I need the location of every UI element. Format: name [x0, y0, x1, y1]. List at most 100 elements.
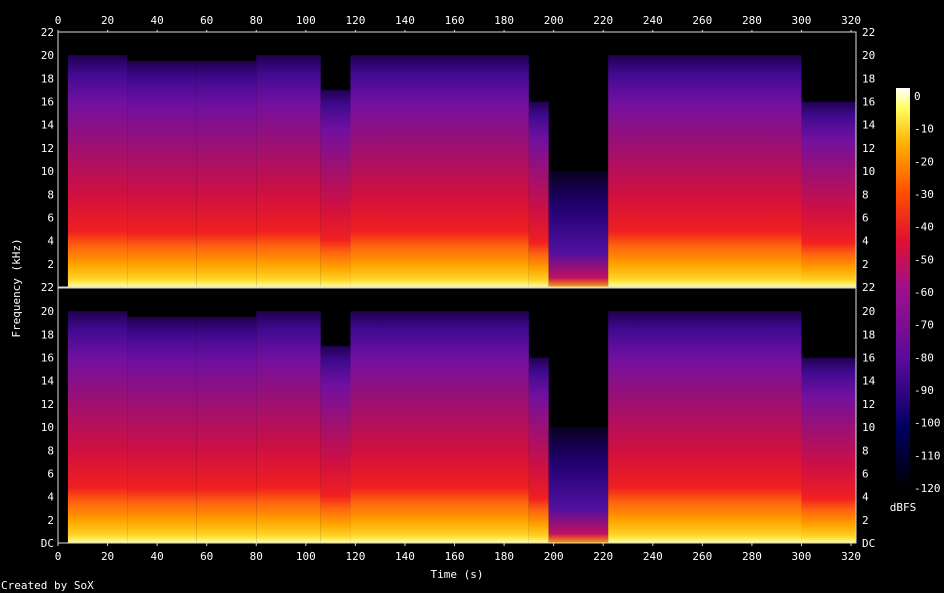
- x-tick-top-4: 80: [250, 14, 263, 27]
- spectrogram-segment-ch1-1: [127, 60, 197, 288]
- colorbar-tick-5: -50: [914, 253, 934, 266]
- y-tick-left-ch2-10: 20: [41, 305, 54, 318]
- y-tick-left-ch1-2: 4: [47, 235, 54, 248]
- y-tick-right-boundary: 22: [862, 281, 875, 294]
- x-tick-bottom-8: 160: [445, 550, 465, 563]
- y-tick-right-ch1-1: 2: [862, 258, 869, 271]
- plot-frames: [57, 31, 857, 544]
- colorbar-tick-6: -60: [914, 286, 934, 299]
- y-tick-right-ch2-7: 14: [862, 375, 876, 388]
- x-tick-bottom-10: 200: [544, 550, 564, 563]
- x-tick-top-12: 240: [643, 14, 663, 27]
- y-tick-right-ch2-0: DC: [862, 537, 875, 550]
- colorbar-tick-0: 0: [914, 90, 921, 103]
- x-tick-top-7: 140: [395, 14, 415, 27]
- spectrogram-segment-ch2-5: [350, 311, 529, 543]
- x-tick-top-15: 300: [792, 14, 812, 27]
- x-tick-top-11: 220: [593, 14, 613, 27]
- y-tick-left-ch2-0: DC: [41, 537, 54, 550]
- spectrogram-segment-ch1-4: [320, 89, 351, 287]
- x-tick-top-1: 20: [101, 14, 114, 27]
- spectrogram-segment-ch1-9: [801, 101, 856, 287]
- y-tick-left-ch2-4: 8: [47, 444, 54, 457]
- x-tick-bottom-12: 240: [643, 550, 663, 563]
- y-tick-left-ch1-10: 20: [41, 49, 54, 62]
- colorbar-tick-9: -90: [914, 384, 934, 397]
- plot-frame-ch2: [57, 287, 857, 544]
- spectrogram-segment-ch1-7: [548, 171, 609, 287]
- spectrogram-segment-ch1-6: [528, 101, 549, 287]
- colorbar-tick-10: -100: [914, 417, 941, 430]
- y-tick-right-ch2-2: 4: [862, 491, 869, 504]
- spectrogram-segment-ch1-5: [350, 55, 529, 287]
- y-tick-left-ch1-4: 8: [47, 188, 54, 201]
- created-by-label: Created by SoX: [1, 579, 94, 592]
- y-tick-right-ch1-5: 10: [862, 165, 875, 178]
- x-tick-bottom-6: 120: [345, 550, 365, 563]
- y-tick-left-ch2-9: 18: [41, 328, 54, 341]
- spectrogram-segment-ch2-9: [801, 357, 856, 543]
- y-tick-right-ch1-4: 8: [862, 188, 869, 201]
- y-tick-right-ch2-6: 12: [862, 398, 875, 411]
- x-tick-bottom-2: 40: [151, 550, 164, 563]
- y-tick-left-ch2-6: 12: [41, 398, 54, 411]
- colorbar-label: dBFS: [890, 501, 917, 514]
- spectrogram-segment-ch2-6: [528, 357, 549, 543]
- y-axis-label: Frequency (kHz): [10, 238, 23, 337]
- x-tick-bottom-5: 100: [296, 550, 316, 563]
- spectrogram-segment-ch2-1: [127, 316, 197, 543]
- colorbar-tick-2: -20: [914, 155, 934, 168]
- y-tick-left-ch1-5: 10: [41, 165, 54, 178]
- spectrogram-panels: [67, 55, 856, 543]
- x-tick-top-16: 320: [841, 14, 861, 27]
- spectrogram-segment-ch2-7: [548, 427, 609, 543]
- axis-ticks: 0 0 20 20 40 40 60 60 80 80 100 100 120 120 140 140 160 1…: [41, 14, 876, 563]
- colorbar-tick-11: -110: [914, 449, 941, 462]
- x-tick-bottom-1: 20: [101, 550, 114, 563]
- colorbar: [896, 88, 910, 488]
- colorbar-ticks: 0 -10 -20 -30 -40 -50 -60 -70 -80 -90 -100 -110 -120: [914, 90, 941, 495]
- x-axis-label: Time (s): [431, 568, 484, 581]
- x-tick-bottom-4: 80: [250, 550, 263, 563]
- y-tick-left-ch2-7: 14: [41, 375, 55, 388]
- x-tick-top-9: 180: [494, 14, 514, 27]
- y-tick-left-ch2-1: 2: [47, 514, 54, 527]
- x-tick-top-8: 160: [445, 14, 465, 27]
- x-tick-top-5: 100: [296, 14, 316, 27]
- y-tick-right-ch2-9: 18: [862, 328, 875, 341]
- y-tick-left-ch1-3: 6: [47, 211, 54, 224]
- y-tick-right-ch2-1: 2: [862, 514, 869, 527]
- y-tick-left-ch2-2: 4: [47, 491, 54, 504]
- x-tick-top-2: 40: [151, 14, 164, 27]
- spectrogram-segment-ch2-4: [320, 345, 351, 543]
- y-tick-left-ch1-7: 14: [41, 119, 55, 132]
- spectrogram-segment-ch2-0: [67, 311, 128, 543]
- y-tick-left-ch1-8: 16: [41, 96, 54, 109]
- x-tick-bottom-15: 300: [792, 550, 812, 563]
- x-tick-bottom-11: 220: [593, 550, 613, 563]
- spectrogram-segment-ch2-3: [256, 311, 321, 543]
- colorbar-tick-1: -10: [914, 123, 934, 136]
- y-tick-right-ch1-8: 16: [862, 96, 875, 109]
- y-tick-left-ch1-9: 18: [41, 72, 54, 85]
- spectrogram-segment-ch1-3: [256, 55, 321, 287]
- y-tick-right-ch1-2: 4: [862, 235, 869, 248]
- x-tick-bottom-16: 320: [841, 550, 861, 563]
- y-tick-right-ch1-6: 12: [862, 142, 875, 155]
- y-tick-right-ch1-9: 18: [862, 72, 875, 85]
- colorbar-tick-7: -70: [914, 319, 934, 332]
- y-tick-right-ch2-5: 10: [862, 421, 875, 434]
- y-tick-right-ch1-7: 14: [862, 119, 876, 132]
- spectrogram-segment-ch1-0: [67, 55, 128, 287]
- x-tick-top-6: 120: [345, 14, 365, 27]
- x-tick-top-10: 200: [544, 14, 564, 27]
- y-tick-left-ch1-11: 22: [41, 26, 54, 39]
- x-tick-bottom-3: 60: [200, 550, 213, 563]
- spectrogram-segment-ch1-8: [608, 55, 802, 287]
- y-tick-right-ch2-10: 20: [862, 305, 875, 318]
- colorbar-tick-12: -120: [914, 482, 941, 495]
- y-tick-right-ch2-4: 8: [862, 444, 869, 457]
- x-tick-top-0: 0: [55, 14, 62, 27]
- x-tick-top-13: 260: [692, 14, 712, 27]
